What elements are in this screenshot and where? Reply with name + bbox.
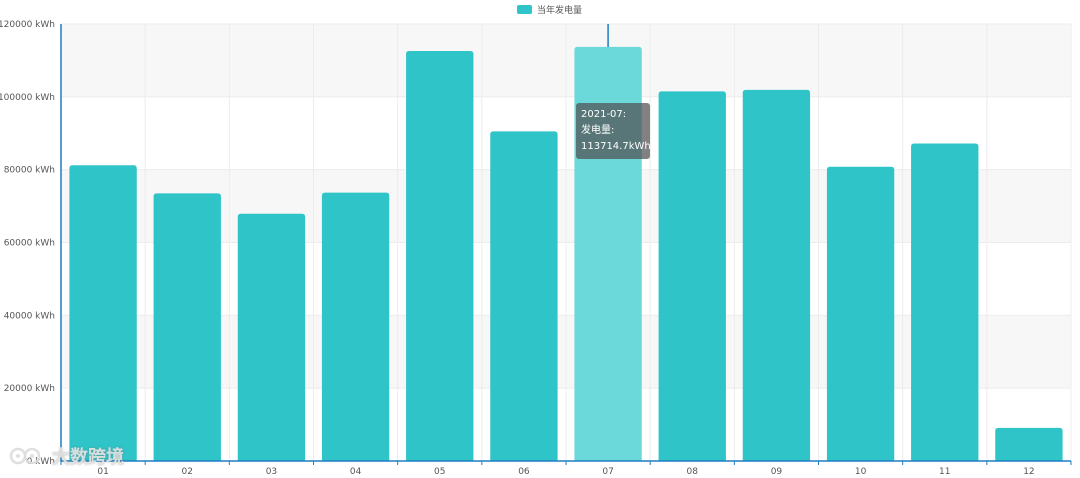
y-tick-label: 80000 kWh [4,166,55,176]
watermark-text: 大数跨境 [52,447,124,468]
y-tick-label: 120000 kWh [0,20,55,30]
x-tick-label: 04 [350,467,362,477]
x-tick-label: 07 [602,467,613,477]
y-tick-label: 20000 kWh [4,384,55,394]
x-tick-label: 06 [518,467,530,477]
bar [490,131,558,461]
tooltip-metric: 发电量: [581,125,615,136]
x-tick-label: 01 [97,467,108,477]
x-tick-label: 11 [939,467,950,477]
y-tick-label: 0 kWh [27,457,55,467]
tooltip: 2021-07: 发电量: 113714.7kWh [576,103,651,159]
y-tick-label: 60000 kWh [4,239,55,249]
watermark-logo-icon [9,447,41,465]
bar [237,213,306,461]
bar [826,166,895,461]
bar [69,165,137,461]
bar [658,91,726,461]
tooltip-value: 113714.7kWh [581,141,651,152]
tooltip-date: 2021-07: [581,109,627,120]
x-tick-label: 02 [182,467,193,477]
x-tick-label: 09 [771,467,783,477]
legend-label: 当年发电量 [537,6,583,16]
watermark: 大数跨境 [8,442,124,470]
x-tick-label: 10 [855,467,867,477]
bar [742,89,811,461]
bar [911,143,979,462]
y-tick-label: 40000 kWh [4,311,55,321]
x-tick-label: 05 [434,467,445,477]
legend-swatch [517,5,532,14]
chart-legend[interactable]: 当年发电量 [517,3,582,16]
bar [321,192,390,461]
x-tick-label: 12 [1023,467,1034,477]
bar [406,50,474,461]
y-tick-label: 100000 kWh [0,93,55,103]
x-tick-label: 08 [687,467,699,477]
x-tick-label: 03 [266,467,277,477]
bar [995,427,1063,461]
bar [153,193,221,461]
